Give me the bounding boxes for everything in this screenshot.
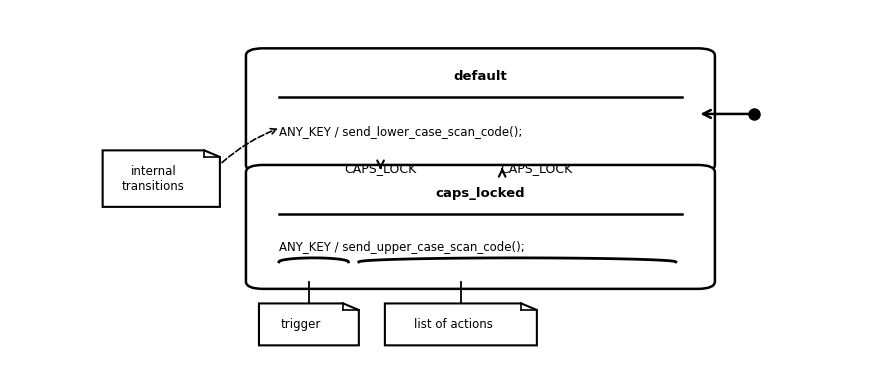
Text: internal
transitions: internal transitions xyxy=(122,165,185,193)
Text: default: default xyxy=(454,70,507,83)
FancyBboxPatch shape xyxy=(246,165,715,289)
Polygon shape xyxy=(259,303,359,345)
Text: CAPS_LOCK: CAPS_LOCK xyxy=(344,162,417,175)
Text: caps_locked: caps_locked xyxy=(435,186,525,199)
Polygon shape xyxy=(385,303,537,345)
Text: list of actions: list of actions xyxy=(413,318,493,331)
Text: ANY_KEY / send_upper_case_scan_code();: ANY_KEY / send_upper_case_scan_code(); xyxy=(279,241,524,254)
Text: trigger: trigger xyxy=(281,318,322,331)
Text: ANY_KEY / send_lower_case_scan_code();: ANY_KEY / send_lower_case_scan_code(); xyxy=(279,125,523,138)
FancyBboxPatch shape xyxy=(246,48,715,172)
Text: CAPS_LOCK: CAPS_LOCK xyxy=(501,162,573,175)
Polygon shape xyxy=(102,150,220,207)
